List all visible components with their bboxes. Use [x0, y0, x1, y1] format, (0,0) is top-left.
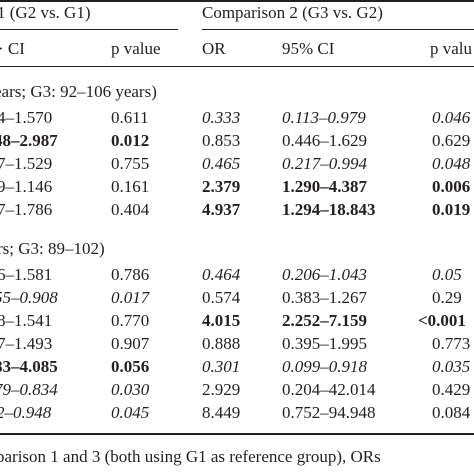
table-cell: 0.017 [111, 288, 150, 307]
section-1-label: ears; G3: 92–106 years) [0, 82, 157, 101]
table-cell: 0.786 [111, 265, 150, 284]
table-cell: 0.770 [111, 311, 150, 330]
table-cell: 55–0.908 [0, 288, 58, 307]
table-cell: 0.030 [111, 380, 150, 399]
table-cell: 2.252–7.159 [282, 311, 367, 330]
table-cell: 0.206–1.043 [282, 265, 367, 284]
table-cell: 0.383–1.267 [282, 288, 367, 307]
table-cell: 0.755 [111, 154, 150, 173]
header-ci-1: · CI [0, 40, 25, 57]
table-cell: 0.006 [432, 177, 471, 196]
section-2-label: rs; G3: 89–102) [0, 239, 105, 258]
table-cell: 0.574 [202, 288, 241, 307]
header-ci-1-label: CI [7, 39, 25, 58]
table-cell: 2–0.948 [0, 403, 52, 422]
table-cell: 0.464 [202, 265, 241, 284]
header-ci-2: 95% CI [282, 39, 335, 58]
table-cell: 0.301 [202, 357, 241, 376]
table-cell: 0.853 [202, 131, 241, 150]
table-cell: 4.015 [202, 311, 241, 330]
table-cell: 7–1.529 [0, 154, 53, 173]
table-cell: 1.294–18.843 [282, 200, 376, 219]
table-cell: 48–2.987 [0, 131, 58, 150]
header-bottom-rule [0, 66, 474, 67]
table-cell: 4.937 [202, 200, 241, 219]
table-cell: 79–0.834 [0, 380, 58, 399]
table-cell: 0.05 [432, 265, 462, 284]
table-cell: 0.035 [432, 357, 471, 376]
table-cell: 0.217–0.994 [282, 154, 367, 173]
table-cell: 0.012 [111, 131, 150, 150]
header-comparison-2: Comparison 2 (G3 vs. G2) [202, 3, 383, 22]
table-cell: <0.001 [418, 311, 466, 330]
header-p-value-1: p value [111, 39, 161, 58]
table-cell: 0.056 [111, 357, 150, 376]
table-cell: 0.446–1.629 [282, 131, 367, 150]
table-cell: 7–1.493 [0, 334, 53, 353]
table-cell: 0.161 [111, 177, 150, 196]
table-cell: 0.429 [432, 380, 471, 399]
table-cell: 1.290–4.387 [282, 177, 367, 196]
table-cell: 0.907 [111, 334, 150, 353]
table-cell: 0.752–94.948 [282, 403, 376, 422]
table-bottom-rule [0, 433, 474, 435]
header-or-2: OR [202, 39, 226, 58]
table-cell: 2.929 [202, 380, 241, 399]
header-rule-left [0, 29, 178, 30]
table-cell: 0.465 [202, 154, 241, 173]
table-cell: 0.629 [432, 131, 471, 150]
table-footnote: parison 1 and 3 (both using G1 as refere… [0, 447, 381, 466]
header-comparison-1: 1 (G2 vs. G1) [0, 3, 91, 22]
table-cell: 0.611 [111, 108, 149, 127]
table-cell: 0.395–1.995 [282, 334, 367, 353]
table-cell: 83–4.085 [0, 357, 58, 376]
table-cell: 7–1.786 [0, 200, 53, 219]
table-cell: 0.404 [111, 200, 150, 219]
table-cell: 0.333 [202, 108, 241, 127]
table-cell: 0.084 [432, 403, 471, 422]
table-cell: 0.045 [111, 403, 150, 422]
table-cell: 6–1.581 [0, 265, 53, 284]
header-p-value-2: p valu [430, 39, 473, 58]
table-cell: 2.379 [202, 177, 241, 196]
table-cell: 8.449 [202, 403, 241, 422]
table-cell: 0.048 [432, 154, 471, 173]
table-cell: 0.046 [432, 108, 471, 127]
header-rule-right [202, 29, 474, 30]
table-cell: 4–1.570 [0, 108, 53, 127]
table-cell: 0.29 [432, 288, 462, 307]
table-cell: 0.888 [202, 334, 241, 353]
table-cell: 0.773 [432, 334, 471, 353]
table-cell: 0.019 [432, 200, 471, 219]
table-cell: 0.099–0.918 [282, 357, 367, 376]
table-cell: 9–1.146 [0, 177, 53, 196]
table-cell: 0.204–42.014 [282, 380, 376, 399]
table-cell: 0.113–0.979 [282, 108, 366, 127]
table-top-rule [0, 0, 474, 2]
table-cell: 8–1.541 [0, 311, 53, 330]
